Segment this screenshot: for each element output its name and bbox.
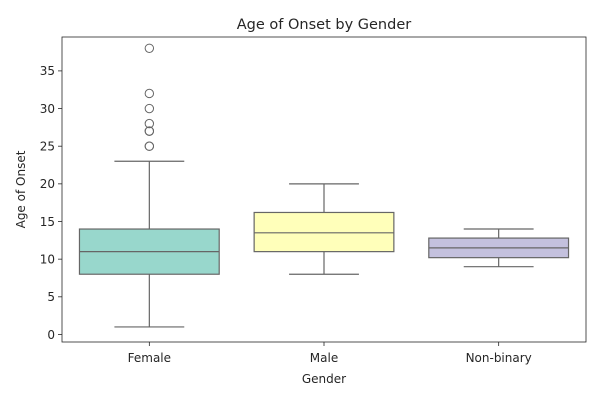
iqr-box — [253, 211, 395, 253]
y-tick-label: 25 — [40, 139, 55, 153]
outlier-point — [144, 118, 155, 129]
outlier-point — [144, 88, 155, 99]
chart-title: Age of Onset by Gender — [237, 17, 411, 33]
outlier-point — [144, 103, 155, 114]
outlier-point — [144, 126, 155, 136]
box-group-non-binary — [428, 228, 570, 268]
box-group-male — [253, 183, 395, 275]
x-axis: Female Male Non-binary — [128, 342, 532, 365]
y-tick-label: 0 — [47, 328, 55, 342]
outlier-point — [144, 141, 155, 151]
outlier-point — [144, 43, 155, 53]
box-group-female — [78, 43, 220, 328]
x-tick-label: Non-binary — [466, 351, 532, 365]
y-tick-label: 35 — [40, 64, 55, 78]
y-axis: 0 5 10 15 20 25 30 35 — [40, 64, 62, 342]
x-axis-label: Gender — [302, 372, 346, 386]
x-tick-label: Male — [310, 351, 338, 365]
y-axis-label: Age of Onset — [14, 150, 28, 228]
plot-area — [78, 43, 570, 328]
y-tick-label: 5 — [47, 290, 55, 304]
x-tick-label: Female — [128, 351, 171, 365]
y-tick-label: 10 — [40, 252, 55, 266]
y-tick-label: 15 — [40, 215, 55, 229]
y-tick-label: 30 — [40, 102, 55, 116]
y-tick-label: 20 — [40, 177, 55, 191]
